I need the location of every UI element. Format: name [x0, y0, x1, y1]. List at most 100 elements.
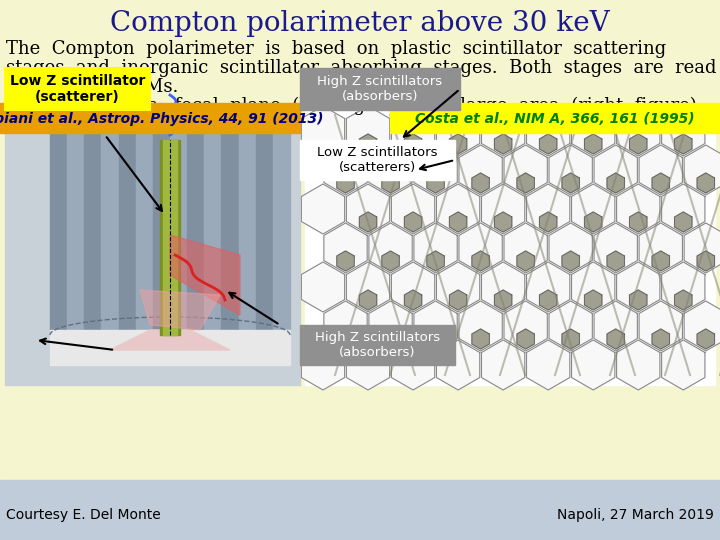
Polygon shape	[436, 262, 480, 312]
Polygon shape	[572, 106, 615, 156]
Text: The  Compton  polarimeter  is  based  on  plastic  scintillator  scattering: The Compton polarimeter is based on plas…	[6, 40, 666, 58]
Text: Compton polarimeter above 30 keV: Compton polarimeter above 30 keV	[110, 10, 610, 37]
Text: High Z scintillators
(absorbers): High Z scintillators (absorbers)	[318, 75, 443, 103]
Polygon shape	[405, 290, 422, 310]
Polygon shape	[517, 173, 534, 193]
Polygon shape	[594, 145, 637, 195]
Bar	[50, 110, 67, 335]
Polygon shape	[436, 340, 480, 390]
Polygon shape	[684, 301, 720, 351]
Polygon shape	[405, 134, 422, 154]
Polygon shape	[572, 184, 615, 234]
Polygon shape	[110, 330, 230, 350]
Polygon shape	[594, 223, 637, 273]
Polygon shape	[324, 223, 367, 273]
Polygon shape	[392, 340, 435, 390]
Polygon shape	[382, 329, 399, 349]
Polygon shape	[495, 134, 512, 154]
Polygon shape	[526, 106, 570, 156]
Text: Napoli, 27 March 2019: Napoli, 27 March 2019	[557, 508, 714, 522]
Text: stages  and  inorganic  scintillator  absorbing  stages.  Both  stages  are  rea: stages and inorganic scintillator absorb…	[6, 59, 716, 77]
Polygon shape	[369, 301, 413, 351]
Polygon shape	[607, 251, 624, 271]
Bar	[300, 140, 455, 180]
Polygon shape	[302, 262, 345, 312]
Polygon shape	[337, 329, 354, 349]
Polygon shape	[607, 329, 624, 349]
Polygon shape	[585, 212, 602, 232]
Polygon shape	[482, 262, 525, 312]
Polygon shape	[697, 329, 714, 349]
Polygon shape	[662, 106, 705, 156]
Text: High Z scintillators
(absorbers): High Z scintillators (absorbers)	[315, 331, 440, 359]
Polygon shape	[629, 290, 647, 310]
Bar	[50, 330, 290, 365]
Bar	[5, 68, 150, 110]
Polygon shape	[472, 173, 490, 193]
Polygon shape	[414, 145, 457, 195]
Polygon shape	[369, 145, 413, 195]
Polygon shape	[392, 262, 435, 312]
Polygon shape	[436, 106, 480, 156]
Text: Courtesy E. Del Monte: Courtesy E. Del Monte	[6, 508, 161, 522]
Polygon shape	[616, 262, 660, 312]
Polygon shape	[639, 223, 683, 273]
Polygon shape	[436, 184, 480, 234]
Polygon shape	[459, 223, 503, 273]
Text: Low Z scintillators
(scatterers): Low Z scintillators (scatterers)	[318, 146, 438, 174]
Polygon shape	[346, 184, 390, 234]
Polygon shape	[526, 184, 570, 234]
Polygon shape	[684, 223, 720, 273]
Polygon shape	[382, 173, 399, 193]
Polygon shape	[539, 134, 557, 154]
Bar	[187, 110, 204, 335]
Polygon shape	[562, 251, 580, 271]
Polygon shape	[359, 134, 377, 154]
Polygon shape	[414, 301, 457, 351]
Polygon shape	[482, 340, 525, 390]
Bar	[305, 105, 715, 385]
Text: Low Z scintillator
(scatterer): Low Z scintillator (scatterer)	[10, 74, 145, 104]
Polygon shape	[675, 134, 692, 154]
Bar	[273, 110, 290, 335]
Text: Two  geometries:  focal  plane  (left  figure)  and  large  area  (right  figure: Two geometries: focal plane (left figure…	[6, 97, 697, 115]
Polygon shape	[697, 251, 714, 271]
Polygon shape	[539, 212, 557, 232]
Bar	[135, 110, 153, 335]
Polygon shape	[495, 212, 512, 232]
Polygon shape	[639, 301, 683, 351]
Polygon shape	[616, 184, 660, 234]
Bar	[256, 110, 273, 335]
Polygon shape	[472, 251, 490, 271]
Polygon shape	[616, 340, 660, 390]
Polygon shape	[662, 340, 705, 390]
Polygon shape	[337, 173, 354, 193]
Polygon shape	[549, 145, 593, 195]
Polygon shape	[652, 173, 670, 193]
Polygon shape	[572, 262, 615, 312]
Polygon shape	[607, 173, 624, 193]
Bar	[153, 110, 170, 335]
Polygon shape	[572, 340, 615, 390]
Bar	[222, 110, 238, 335]
Text: -out  using  SiPMs.: -out using SiPMs.	[6, 78, 179, 96]
Polygon shape	[639, 145, 683, 195]
Bar	[0, 0, 720, 480]
Polygon shape	[585, 290, 602, 310]
Polygon shape	[449, 290, 467, 310]
Polygon shape	[302, 184, 345, 234]
Polygon shape	[170, 235, 240, 315]
Polygon shape	[382, 251, 399, 271]
Polygon shape	[414, 223, 457, 273]
Polygon shape	[616, 106, 660, 156]
Polygon shape	[324, 301, 367, 351]
Polygon shape	[449, 212, 467, 232]
Polygon shape	[629, 212, 647, 232]
Bar	[204, 110, 222, 335]
Polygon shape	[504, 223, 547, 273]
Polygon shape	[392, 106, 435, 156]
Polygon shape	[562, 173, 580, 193]
Polygon shape	[585, 134, 602, 154]
Bar	[5, 105, 300, 385]
Polygon shape	[629, 134, 647, 154]
